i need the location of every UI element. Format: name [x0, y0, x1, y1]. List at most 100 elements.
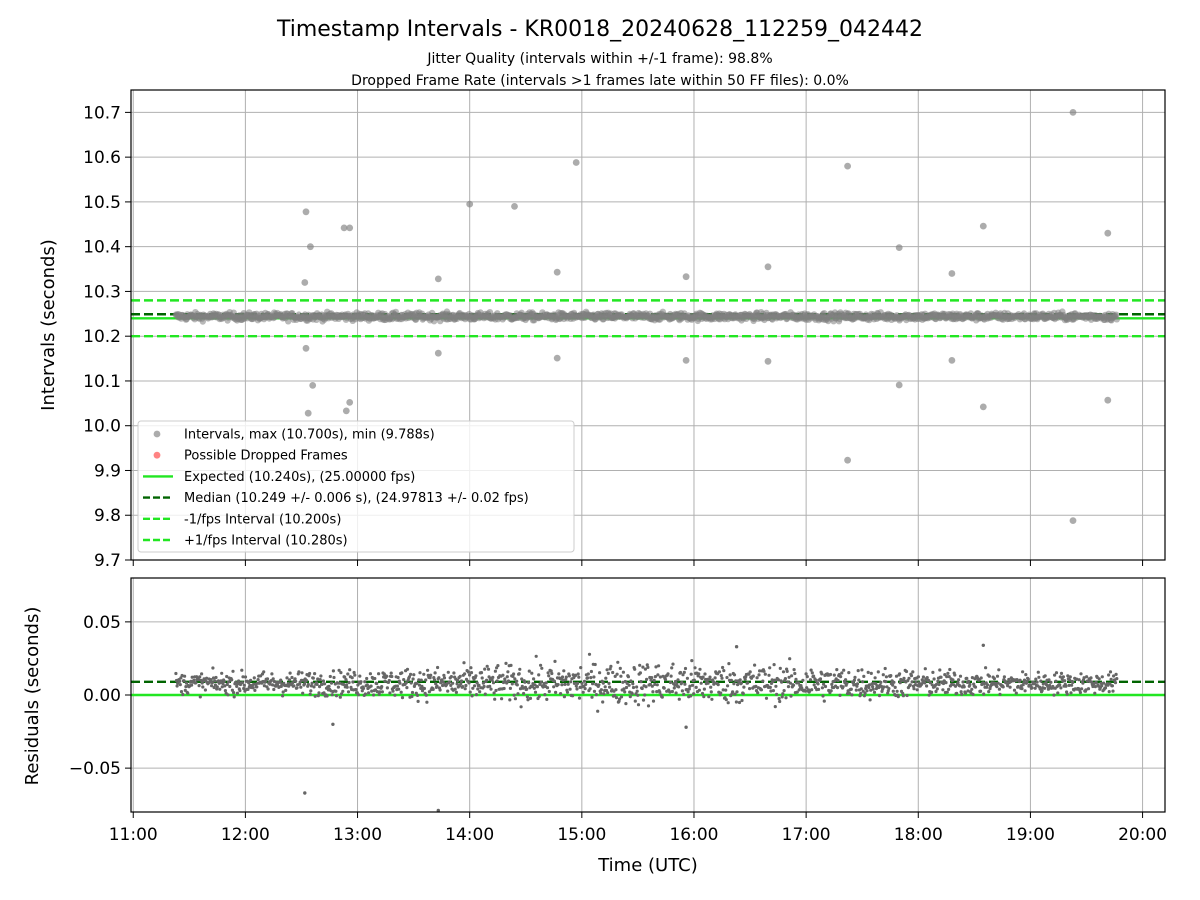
residual-point [338, 695, 342, 699]
residual-point [192, 678, 196, 682]
residual-point [687, 687, 691, 691]
residual-point [683, 682, 687, 686]
residual-point [997, 687, 1002, 691]
residual-point [646, 704, 651, 708]
residual-point [389, 671, 393, 675]
residual-point [895, 689, 899, 693]
residual-point [943, 673, 947, 677]
residual-point [835, 686, 840, 690]
residual-point [331, 669, 335, 673]
residual-point [817, 687, 821, 692]
residual-point [748, 670, 752, 674]
residual-point [515, 683, 519, 687]
residual-point [319, 674, 323, 678]
residual-point [1068, 678, 1072, 682]
residual-point [979, 676, 983, 680]
residual-point [288, 671, 292, 675]
residual-point [236, 682, 240, 686]
residual-point [840, 671, 844, 675]
residual-point [726, 684, 730, 688]
residual-point [537, 694, 541, 699]
residual-point [1022, 678, 1027, 682]
residual-point [487, 675, 491, 679]
residual-point [468, 673, 472, 677]
residual-point [1008, 685, 1012, 689]
residual-point [458, 674, 462, 678]
residual-point [603, 685, 607, 689]
residual-point [768, 685, 772, 690]
intervals-y-tick-label: 10.6 [83, 148, 121, 168]
residual-point [960, 692, 964, 696]
residual-point [569, 680, 573, 684]
residual-point [930, 683, 934, 687]
residual-point [668, 690, 672, 694]
residual-point [663, 677, 668, 682]
residual-point [561, 678, 565, 682]
residual-point [281, 694, 285, 698]
legend-marker [153, 451, 161, 459]
residual-point [532, 677, 536, 681]
residual-point [543, 693, 547, 697]
residual-point [271, 677, 275, 681]
residual-point [213, 679, 217, 683]
residual-point [253, 688, 257, 693]
residual-point [463, 672, 467, 676]
residual-point [1025, 679, 1029, 684]
residual-point [449, 675, 453, 679]
residual-point [312, 685, 316, 689]
residual-point [925, 684, 929, 688]
x-tick-label: 19:00 [1006, 825, 1055, 845]
residual-point [1053, 673, 1057, 677]
residual-point [907, 676, 911, 680]
residual-point [879, 684, 884, 689]
residual-point [1026, 677, 1030, 681]
residual-point [197, 684, 201, 688]
interval-outlier-point [572, 159, 580, 166]
residual-point [417, 683, 421, 687]
residual-point [728, 673, 732, 677]
residual-point [493, 669, 497, 673]
residual-point [649, 678, 653, 682]
residual-point [262, 670, 266, 674]
residual-point [179, 690, 184, 694]
residual-point [828, 672, 833, 677]
residual-point [1032, 681, 1037, 686]
residual-point [219, 679, 223, 683]
residual-point [313, 694, 317, 698]
residual-point [616, 660, 620, 664]
residuals-y-ticks: −0.05 0.00 0.05 [69, 613, 131, 779]
residual-point [290, 675, 294, 680]
residual-point [631, 682, 635, 686]
residual-point [400, 696, 405, 700]
residual-point [1001, 685, 1005, 689]
residual-point [635, 689, 639, 693]
legend-box [137, 420, 575, 553]
residual-point [937, 682, 941, 687]
residual-point [1036, 670, 1040, 674]
residual-point [291, 681, 295, 685]
residual-point [680, 689, 685, 693]
residual-point [211, 666, 215, 670]
residual-point [1097, 677, 1101, 681]
residual-point [306, 682, 310, 687]
residual-point [626, 675, 631, 679]
residual-point [338, 681, 342, 685]
residual-point [1014, 691, 1018, 695]
residual-point [655, 690, 659, 694]
residual-point [196, 678, 201, 682]
residual-point [707, 695, 711, 699]
residual-point [883, 666, 887, 671]
interval-point [199, 318, 206, 325]
residual-point [582, 679, 587, 683]
residual-point [432, 678, 437, 682]
residual-point [372, 693, 376, 697]
residual-point [716, 683, 720, 687]
residual-point [304, 678, 308, 682]
intervals-y-tick-label: 10.7 [83, 103, 121, 123]
residual-point [352, 670, 356, 675]
residual-point [923, 667, 927, 671]
residual-point [816, 682, 820, 686]
residual-point [992, 677, 997, 681]
residual-point [604, 676, 608, 680]
residual-point [300, 671, 304, 675]
